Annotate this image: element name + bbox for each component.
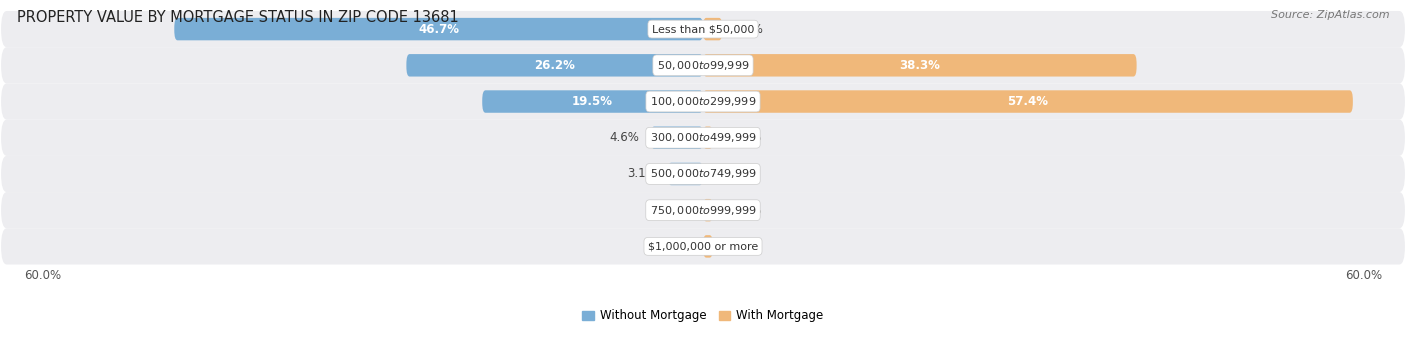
FancyBboxPatch shape: [1, 228, 1405, 265]
Text: $750,000 to $999,999: $750,000 to $999,999: [650, 204, 756, 217]
FancyBboxPatch shape: [703, 127, 713, 149]
Text: 0.87%: 0.87%: [724, 204, 761, 217]
FancyBboxPatch shape: [482, 90, 703, 113]
Legend: Without Mortgage, With Mortgage: Without Mortgage, With Mortgage: [582, 309, 824, 322]
FancyBboxPatch shape: [703, 235, 713, 258]
Text: 0.0%: 0.0%: [714, 167, 744, 180]
Text: 1.7%: 1.7%: [734, 23, 763, 35]
Text: Source: ZipAtlas.com: Source: ZipAtlas.com: [1271, 10, 1389, 20]
Text: 60.0%: 60.0%: [1346, 269, 1382, 282]
Text: 0.87%: 0.87%: [724, 131, 761, 144]
Text: 57.4%: 57.4%: [1008, 95, 1049, 108]
Text: $50,000 to $99,999: $50,000 to $99,999: [657, 59, 749, 72]
Text: 46.7%: 46.7%: [418, 23, 460, 35]
FancyBboxPatch shape: [651, 127, 703, 149]
FancyBboxPatch shape: [1, 120, 1405, 156]
Text: 38.3%: 38.3%: [900, 59, 941, 72]
Text: 60.0%: 60.0%: [24, 269, 60, 282]
Text: 26.2%: 26.2%: [534, 59, 575, 72]
FancyBboxPatch shape: [703, 54, 1136, 76]
Text: $100,000 to $299,999: $100,000 to $299,999: [650, 95, 756, 108]
Text: 4.6%: 4.6%: [610, 131, 640, 144]
FancyBboxPatch shape: [1, 192, 1405, 228]
Text: $1,000,000 or more: $1,000,000 or more: [648, 241, 758, 251]
Text: 0.0%: 0.0%: [662, 240, 692, 253]
Text: PROPERTY VALUE BY MORTGAGE STATUS IN ZIP CODE 13681: PROPERTY VALUE BY MORTGAGE STATUS IN ZIP…: [17, 10, 458, 25]
Text: Less than $50,000: Less than $50,000: [652, 24, 754, 34]
FancyBboxPatch shape: [1, 47, 1405, 84]
Text: $500,000 to $749,999: $500,000 to $749,999: [650, 167, 756, 180]
FancyBboxPatch shape: [1, 156, 1405, 192]
FancyBboxPatch shape: [703, 18, 723, 40]
Text: 0.87%: 0.87%: [724, 240, 761, 253]
FancyBboxPatch shape: [1, 11, 1405, 47]
FancyBboxPatch shape: [668, 163, 703, 185]
FancyBboxPatch shape: [703, 90, 1353, 113]
Text: $300,000 to $499,999: $300,000 to $499,999: [650, 131, 756, 144]
FancyBboxPatch shape: [703, 199, 713, 221]
FancyBboxPatch shape: [1, 84, 1405, 120]
Text: 19.5%: 19.5%: [572, 95, 613, 108]
FancyBboxPatch shape: [174, 18, 703, 40]
Text: 3.1%: 3.1%: [627, 167, 657, 180]
Text: 0.0%: 0.0%: [662, 204, 692, 217]
FancyBboxPatch shape: [406, 54, 703, 76]
